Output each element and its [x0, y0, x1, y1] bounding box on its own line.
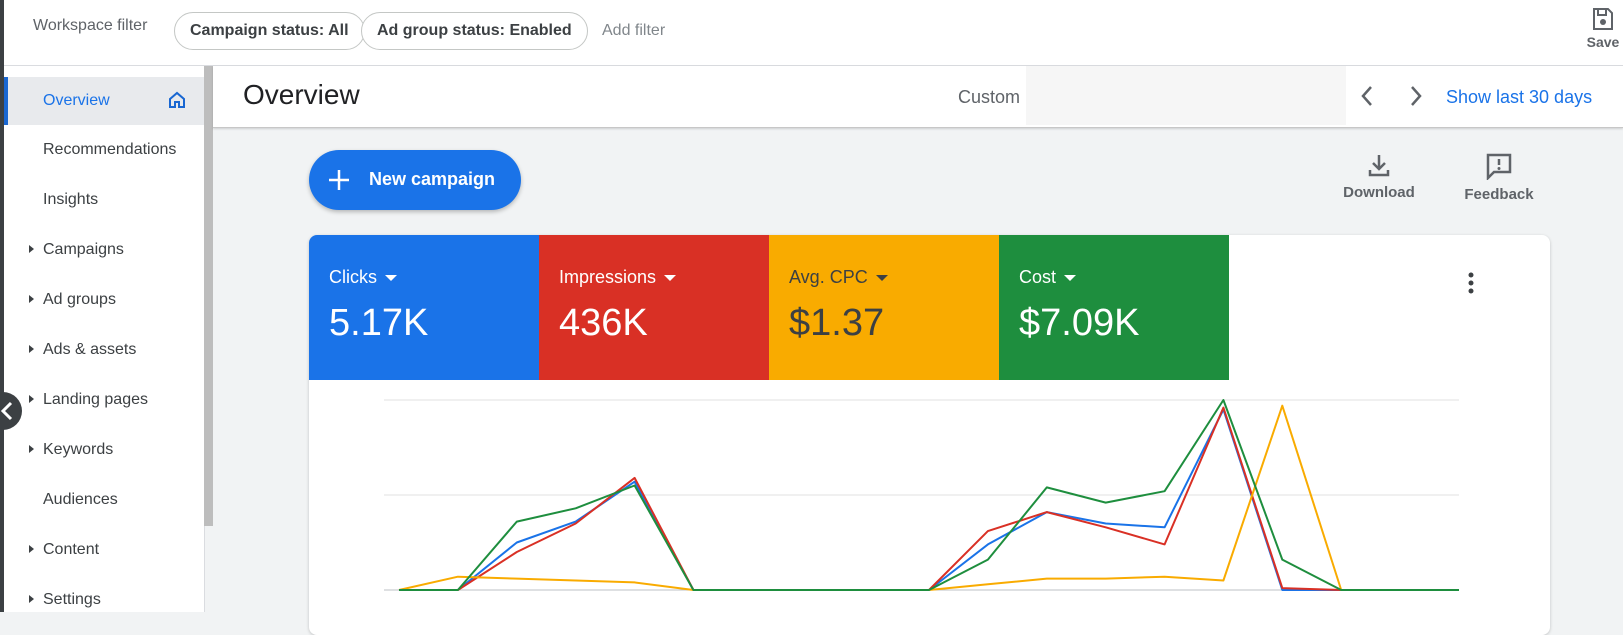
dropdown-arrow-icon: [385, 275, 397, 282]
sidebar-item-label: Overview: [43, 92, 110, 109]
metric-value: 436K: [559, 302, 648, 344]
metric-label: Cost: [1019, 267, 1057, 287]
dropdown-arrow-icon: [875, 275, 888, 282]
sidebar-item-label: Audiences: [43, 491, 118, 508]
new-campaign-button[interactable]: New campaign: [309, 150, 521, 210]
feedback-label: Feedback: [1464, 186, 1534, 203]
dropdown-arrow-icon: [1064, 275, 1077, 282]
sidebar-item-landing-pages[interactable]: Landing pages: [4, 376, 204, 424]
chart-series-line-2[interactable]: [398, 404, 1459, 591]
sidebar-item-label: Settings: [43, 591, 101, 608]
sidebar-item-audiences[interactable]: Audiences: [4, 476, 204, 524]
sidebar: Overview Recommendations Insights Campai…: [0, 66, 205, 612]
metric-label: Clicks: [329, 267, 377, 287]
collapse-sidebar-button[interactable]: [0, 392, 22, 430]
sidebar-item-recommendations[interactable]: Recommendations: [4, 126, 204, 174]
save-label: Save: [1586, 34, 1620, 50]
home-icon: [169, 91, 185, 108]
sidebar-item-label: Keywords: [43, 441, 114, 458]
metric-value: $7.09K: [1019, 302, 1140, 344]
expand-arrow-icon: [29, 295, 34, 303]
filter-bar: Workspace filter Campaign status: All Ad…: [0, 0, 1623, 66]
metric-avg-cpc[interactable]: Avg. CPC $1.37: [769, 235, 999, 380]
sidebar-item-overview[interactable]: Overview: [4, 77, 204, 125]
sidebar-item-label: Insights: [43, 191, 99, 208]
sidebar-item-label: Content: [43, 541, 100, 558]
page-header: Overview Custom Show last 30 days: [213, 66, 1623, 128]
chart-series-line-0[interactable]: [399, 408, 1459, 591]
metric-clicks[interactable]: Clicks 5.17K: [309, 235, 539, 380]
feedback-button[interactable]: Feedback: [1461, 152, 1537, 203]
metric-label: Impressions: [559, 267, 657, 287]
sidebar-item-label: Ad groups: [43, 291, 116, 308]
metric-label: Avg. CPC: [789, 267, 868, 287]
chevron-left-icon: [0, 401, 13, 421]
sidebar-item-label: Landing pages: [43, 391, 148, 408]
feedback-icon: [1486, 153, 1512, 180]
sidebar-item-insights[interactable]: Insights: [4, 176, 204, 224]
campaign-status-chip[interactable]: Campaign status: All: [174, 12, 365, 50]
workspace-filter-label[interactable]: Workspace filter: [33, 17, 148, 34]
date-range-type[interactable]: Custom: [958, 87, 1021, 107]
download-icon: [1368, 155, 1390, 177]
sidebar-item-settings[interactable]: Settings: [4, 576, 204, 624]
sidebar-item-campaigns[interactable]: Campaigns: [4, 226, 204, 274]
chevron-right-icon[interactable]: [1408, 84, 1424, 108]
save-icon: [1593, 8, 1613, 30]
expand-arrow-icon: [29, 345, 34, 353]
sidebar-item-label: Campaigns: [43, 241, 124, 258]
performance-card: Clicks 5.17K Impressions 436K Avg. CPC $…: [309, 235, 1550, 635]
chart-series-line-1[interactable]: [399, 406, 1459, 591]
sidebar-scrollbar[interactable]: [204, 66, 213, 526]
page-title: Overview: [243, 79, 360, 110]
metric-value: 5.17K: [329, 302, 429, 344]
sidebar-item-ad-groups[interactable]: Ad groups: [4, 276, 204, 324]
metric-cost[interactable]: Cost $7.09K: [999, 235, 1229, 380]
sidebar-item-content[interactable]: Content: [4, 526, 204, 574]
sidebar-item-label: Ads & assets: [43, 341, 137, 358]
expand-arrow-icon: [29, 395, 34, 403]
window-edge: [0, 0, 4, 66]
download-button[interactable]: Download: [1343, 152, 1415, 201]
window-edge: [0, 66, 4, 612]
add-filter-button[interactable]: Add filter: [602, 22, 666, 39]
metric-value: $1.37: [789, 302, 885, 344]
sidebar-item-label: Recommendations: [43, 141, 177, 158]
new-campaign-label: New campaign: [369, 169, 496, 189]
chart-series-line-3[interactable]: [399, 399, 1459, 591]
expand-arrow-icon: [29, 595, 34, 603]
chevron-left-icon[interactable]: [1359, 84, 1375, 108]
date-range-picker[interactable]: [1026, 66, 1346, 125]
dropdown-arrow-icon: [664, 275, 677, 282]
ad-group-status-chip[interactable]: Ad group status: Enabled: [361, 12, 588, 50]
performance-chart: [384, 399, 1459, 591]
sidebar-item-keywords[interactable]: Keywords: [4, 426, 204, 474]
expand-arrow-icon: [29, 545, 34, 553]
expand-arrow-icon: [29, 245, 34, 253]
more-vert-icon[interactable]: [1463, 269, 1479, 297]
plus-icon: [329, 170, 349, 190]
expand-arrow-icon: [29, 445, 34, 453]
sidebar-item-ads-assets[interactable]: Ads & assets: [4, 326, 204, 374]
save-button[interactable]: Save: [1585, 6, 1621, 50]
metric-impressions[interactable]: Impressions 436K: [539, 235, 769, 380]
show-last-30-days-link[interactable]: Show last 30 days: [1446, 87, 1593, 107]
download-label: Download: [1343, 184, 1415, 201]
